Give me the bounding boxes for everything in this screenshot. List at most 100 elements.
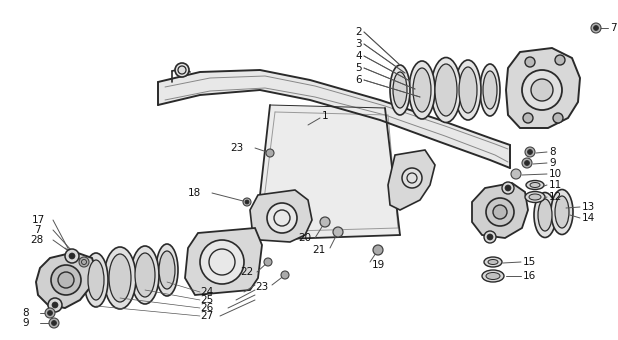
Circle shape [525,160,530,166]
Text: 21: 21 [312,245,325,255]
Text: 1: 1 [322,111,329,121]
Text: 9: 9 [22,318,28,328]
Ellipse shape [84,253,108,307]
Text: 10: 10 [549,169,562,179]
Text: 17: 17 [32,215,45,225]
Circle shape [487,234,493,240]
Text: 20: 20 [298,233,311,243]
Circle shape [484,231,496,243]
Text: 14: 14 [582,213,595,223]
Circle shape [522,158,532,168]
Circle shape [522,70,562,110]
Ellipse shape [135,253,155,297]
Polygon shape [185,228,262,295]
Ellipse shape [455,60,481,120]
Circle shape [200,240,244,284]
Text: 24: 24 [200,287,213,297]
Text: 23: 23 [255,282,268,292]
Ellipse shape [534,192,556,238]
Polygon shape [158,70,510,168]
Circle shape [245,200,249,204]
Polygon shape [388,150,435,210]
Circle shape [373,245,383,255]
Ellipse shape [482,270,504,282]
Circle shape [79,257,89,267]
Circle shape [267,203,297,233]
Ellipse shape [435,64,457,116]
Circle shape [593,26,598,31]
Text: 8: 8 [22,308,28,318]
Text: 5: 5 [355,63,362,73]
Ellipse shape [104,247,136,309]
Text: 2: 2 [355,27,362,37]
Text: 15: 15 [523,257,536,267]
Polygon shape [250,190,312,242]
Circle shape [45,308,55,318]
Text: 7: 7 [34,225,41,235]
Ellipse shape [483,71,497,109]
Polygon shape [472,183,528,238]
Circle shape [243,198,251,206]
Text: 8: 8 [549,147,556,157]
Circle shape [49,318,59,328]
Text: 12: 12 [549,192,562,202]
Circle shape [65,249,79,263]
Ellipse shape [459,67,477,113]
Text: 23: 23 [230,143,243,153]
Ellipse shape [431,57,461,122]
Text: 9: 9 [549,158,556,168]
Text: 11: 11 [549,180,562,190]
Circle shape [320,217,330,227]
Text: 25: 25 [200,295,213,305]
Circle shape [266,149,274,157]
Circle shape [531,79,553,101]
Circle shape [264,258,272,266]
Ellipse shape [484,257,502,267]
Ellipse shape [526,181,544,189]
Ellipse shape [538,199,552,231]
Circle shape [333,227,343,237]
Ellipse shape [413,68,431,112]
Text: 26: 26 [200,303,213,313]
Circle shape [58,272,74,288]
Circle shape [528,150,533,154]
Ellipse shape [409,61,435,119]
Circle shape [48,310,53,316]
Ellipse shape [555,196,569,228]
Ellipse shape [551,189,573,235]
Ellipse shape [480,64,500,116]
Text: 16: 16 [523,271,536,281]
Circle shape [175,63,189,77]
Circle shape [281,271,289,279]
Ellipse shape [525,191,545,203]
Text: 13: 13 [582,202,595,212]
Text: 4: 4 [355,51,362,61]
Circle shape [51,321,56,325]
Ellipse shape [88,260,104,300]
Text: 3: 3 [355,39,362,49]
Text: 7: 7 [610,23,617,33]
Ellipse shape [488,259,498,265]
Circle shape [591,23,601,33]
Ellipse shape [529,194,541,200]
Ellipse shape [131,246,159,304]
Polygon shape [506,48,580,128]
Circle shape [525,147,535,157]
Ellipse shape [486,272,500,279]
Circle shape [52,302,58,308]
Circle shape [555,55,565,65]
Text: 28: 28 [30,235,43,245]
Circle shape [511,169,521,179]
Circle shape [493,205,507,219]
Circle shape [69,253,75,259]
Circle shape [505,185,511,191]
Circle shape [48,298,62,312]
Circle shape [51,265,81,295]
Text: 22: 22 [240,267,253,277]
Circle shape [525,57,535,67]
Circle shape [486,198,514,226]
Ellipse shape [156,244,178,296]
Ellipse shape [159,251,175,289]
Polygon shape [255,105,400,240]
Ellipse shape [393,72,407,108]
